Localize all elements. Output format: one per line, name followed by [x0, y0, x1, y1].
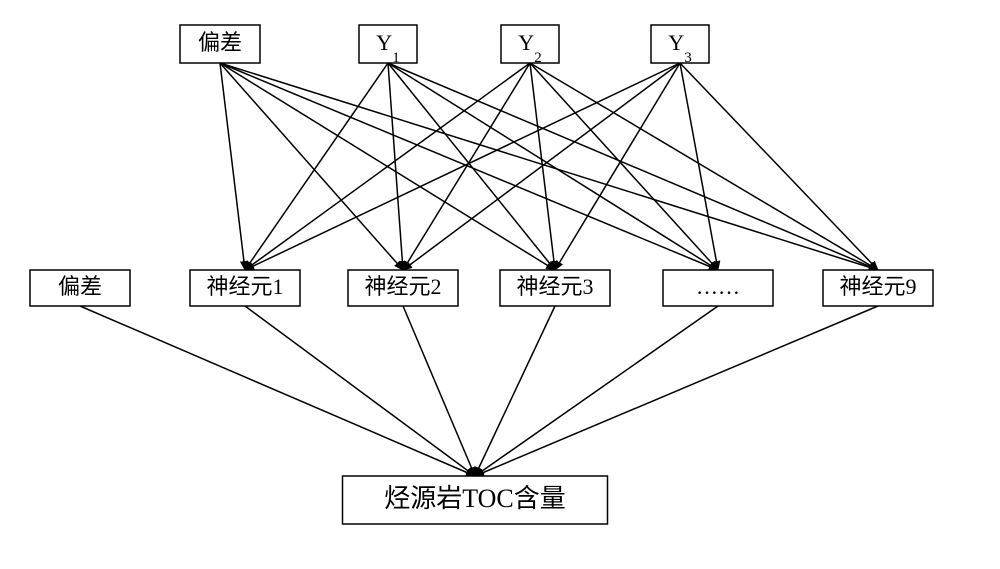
node-label: 偏差 [198, 30, 242, 55]
edge [80, 306, 475, 476]
neural-network-diagram: 偏差Y1Y2Y3偏差神经元1神经元2神经元3……神经元9烃源岩TOC含量 [0, 0, 1000, 569]
edge [388, 63, 403, 270]
edge [245, 63, 530, 270]
edge [530, 63, 718, 270]
hidden-node-bias_h: 偏差 [30, 270, 130, 306]
node-label: 烃源岩TOC含量 [384, 484, 566, 513]
node-label: 神经元1 [206, 274, 283, 299]
edge [403, 63, 680, 270]
node-label: 神经元2 [364, 274, 441, 299]
edge [220, 63, 245, 270]
hidden-node-n1: 神经元1 [190, 270, 300, 306]
edge [475, 306, 555, 476]
edge [388, 63, 555, 270]
node-label: …… [696, 274, 740, 299]
edge [475, 306, 718, 476]
input-node-y1: Y1 [359, 25, 417, 66]
edge [245, 306, 475, 476]
node-label: 神经元3 [516, 274, 593, 299]
hidden-node-n3: 神经元3 [500, 270, 610, 306]
edge [388, 63, 718, 270]
node-label: 偏差 [58, 274, 102, 299]
edge [555, 63, 680, 270]
edge [680, 63, 718, 270]
edge [403, 306, 475, 476]
hidden-node-dots: …… [663, 270, 773, 306]
input-node-y3: Y3 [651, 25, 709, 66]
hidden-node-n2: 神经元2 [348, 270, 458, 306]
node-label: 神经元9 [839, 274, 916, 299]
output-node-out: 烃源岩TOC含量 [343, 476, 608, 524]
input-node-y2: Y2 [501, 25, 559, 66]
nodes-group: 偏差Y1Y2Y3偏差神经元1神经元2神经元3……神经元9烃源岩TOC含量 [30, 25, 933, 524]
input-node-bias_in: 偏差 [180, 25, 260, 63]
hidden-node-n9: 神经元9 [823, 270, 933, 306]
edge [475, 306, 878, 476]
edge [530, 63, 878, 270]
edge [220, 63, 718, 270]
edge [403, 63, 530, 270]
